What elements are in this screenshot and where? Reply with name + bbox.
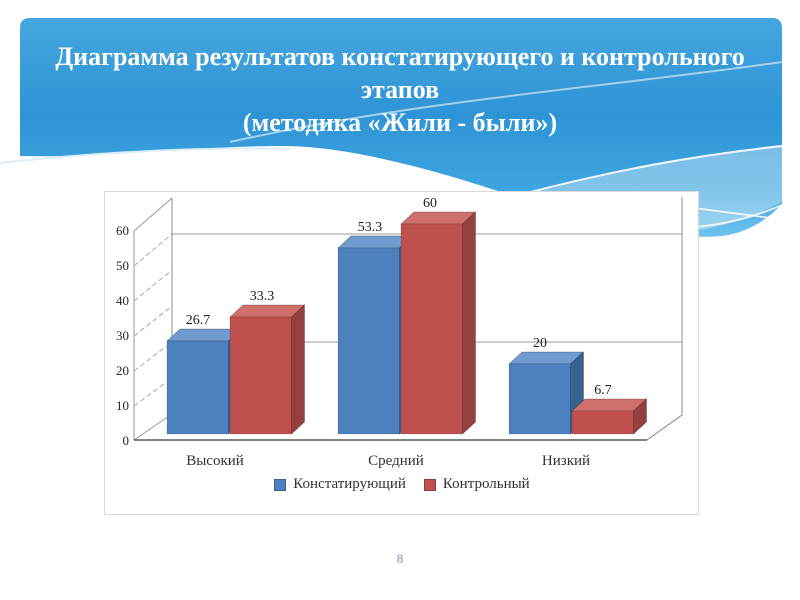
side-dash-50 <box>133 233 173 267</box>
value-tick-40: 40 <box>116 293 129 308</box>
bar-kontrolnyy-sredniy <box>399 211 477 435</box>
hump-echo-line <box>0 147 291 164</box>
value-axis: 0 10 20 30 40 50 60 <box>116 223 129 448</box>
page-number: 8 <box>396 551 404 566</box>
data-label-s1-vysokiy: 26.7 <box>186 313 211 328</box>
swoosh-line-mid <box>499 144 783 202</box>
title-line-1: Диаграмма результатов констатирующего и … <box>55 42 745 71</box>
data-label-s2-nizkiy: 6.7 <box>594 383 612 398</box>
value-tick-10: 10 <box>116 398 129 413</box>
value-tick-0: 0 <box>123 433 130 448</box>
value-tick-20: 20 <box>116 363 129 378</box>
side-dash-40 <box>133 269 173 302</box>
category-label-sredniy: Средний <box>368 453 424 469</box>
value-tick-60: 60 <box>116 223 129 238</box>
data-labels: 26.7 33.3 53.3 60 20 6.7 <box>186 196 612 398</box>
data-label-s2-sredniy: 60 <box>423 196 437 211</box>
category-axis: Высокий Средний Низкий <box>186 453 590 469</box>
chart-legend: Констатирующий Контрольный <box>104 476 700 493</box>
category-label-nizkiy: Низкий <box>542 453 590 469</box>
swoosh-line-cross <box>685 206 787 221</box>
side-dash-30 <box>133 305 173 337</box>
legend-label-kontrolnyy: Контрольный <box>442 476 530 492</box>
legend-swatch-red <box>423 478 436 491</box>
slide-title: Диаграмма результатов констатирующего и … <box>30 40 770 139</box>
category-label-vysokiy: Высокий <box>186 453 244 469</box>
swoosh-line-upper <box>229 61 783 143</box>
value-tick-30: 30 <box>116 328 129 343</box>
side-dash-20 <box>133 341 173 372</box>
bar-kontrolnyy-vysokiy <box>228 304 306 435</box>
title-line-3: (методика «Жили - были») <box>242 108 558 137</box>
bar-kontrolnyy-nizkiy <box>570 398 648 435</box>
left-wall <box>133 197 173 440</box>
value-tick-50: 50 <box>116 258 129 273</box>
data-label-s1-sredniy: 53.3 <box>358 220 383 235</box>
legend-label-konstatiruyushchiy: Констатирующий <box>293 476 406 492</box>
header-blue-shape <box>20 18 782 237</box>
data-label-s2-vysokiy: 33.3 <box>250 289 275 304</box>
legend-swatch-blue <box>274 478 287 491</box>
side-dash-10 <box>133 377 173 407</box>
title-line-2: этапов <box>360 75 440 104</box>
data-label-s1-nizkiy: 20 <box>533 336 547 351</box>
legend-item-konstatiruyushchiy: Констатирующий <box>274 476 406 493</box>
legend-item-kontrolnyy: Контрольный <box>423 476 530 493</box>
